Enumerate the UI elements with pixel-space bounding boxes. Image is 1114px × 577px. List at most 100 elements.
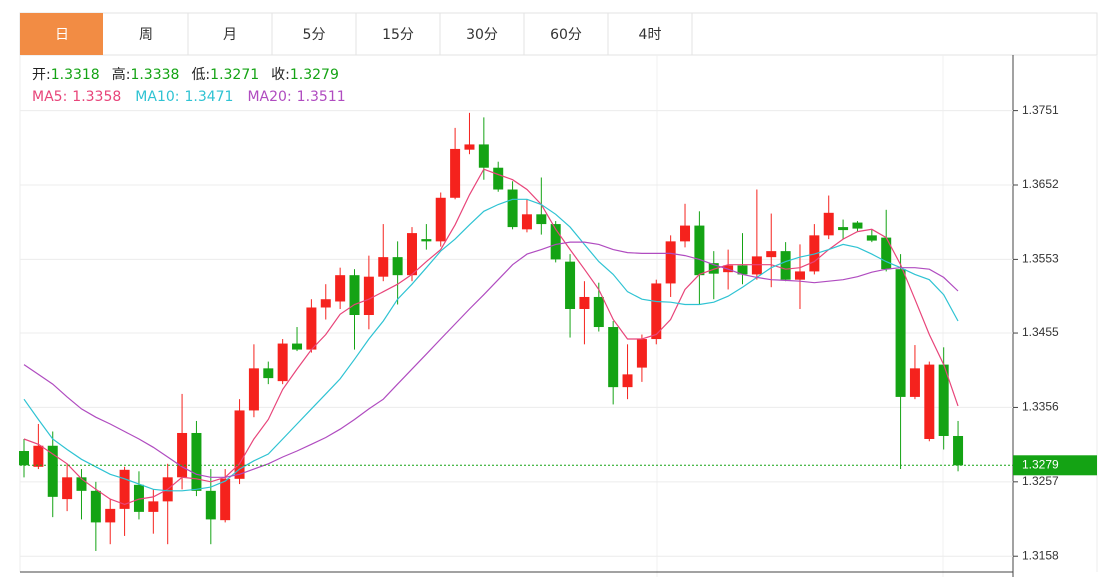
candle-body	[766, 251, 777, 258]
ma-line	[23, 241, 959, 478]
candle-body	[450, 148, 461, 198]
candle-body	[277, 343, 288, 382]
candle-body	[507, 189, 518, 228]
candle-body	[292, 343, 303, 350]
info-value: 1.3271	[210, 67, 259, 83]
tab[interactable]: 60分	[550, 13, 609, 55]
y-tick-label: 1.3356	[1022, 400, 1059, 414]
candle-body	[895, 269, 906, 397]
y-tick-label: 1.3652	[1022, 177, 1059, 191]
candle-body	[148, 501, 159, 512]
tab-label: 月	[223, 27, 237, 43]
candle-body	[866, 235, 877, 241]
ma-line	[23, 198, 959, 492]
candle-body	[953, 435, 964, 466]
legend-value: 1.3511	[297, 89, 346, 105]
candle-body	[205, 490, 216, 520]
candle-body	[794, 271, 805, 280]
tab[interactable]: 30分	[466, 13, 525, 55]
candle-body	[665, 241, 676, 284]
candle-body	[823, 212, 834, 236]
tab[interactable]: 4时	[639, 13, 693, 55]
tab-bar	[19, 12, 1098, 56]
price-label: 1.3279	[1022, 457, 1059, 471]
tab-label: 15分	[382, 27, 414, 43]
tab-label: 周	[139, 27, 153, 43]
tab-label: 60分	[550, 27, 582, 43]
tab[interactable]: 15分	[382, 13, 441, 55]
legend-name: MA20:	[247, 89, 291, 105]
candle-body	[191, 432, 202, 491]
candle-body	[378, 257, 389, 277]
candle-body	[565, 261, 576, 309]
candle-body	[220, 478, 231, 521]
candle-body	[320, 299, 331, 308]
info-value: 1.3338	[130, 67, 179, 83]
candle-body	[521, 214, 532, 230]
legend-value: 1.3358	[72, 89, 121, 105]
candle-body	[608, 327, 619, 388]
info-value: 1.3279	[290, 67, 339, 83]
candle-body	[234, 410, 245, 479]
candle-body	[406, 233, 417, 276]
candle-body	[909, 368, 920, 397]
candle-body	[335, 275, 346, 302]
candle-body	[680, 225, 691, 242]
candle-body	[19, 451, 29, 466]
legend-name: MA10:	[135, 89, 179, 105]
candle-body	[593, 296, 604, 328]
candle-body	[708, 263, 719, 274]
candle-body	[119, 469, 130, 509]
candle-body	[881, 237, 892, 270]
candle-body	[737, 265, 748, 275]
candle-body	[90, 490, 101, 523]
legend-name: MA5:	[32, 89, 67, 105]
candle-body	[435, 197, 446, 242]
y-tick-label: 1.3455	[1022, 325, 1059, 339]
candle-body	[133, 484, 144, 512]
tab[interactable]: 周	[139, 13, 189, 55]
candle-body	[105, 508, 116, 523]
candle-body	[809, 235, 820, 272]
candle-body	[751, 256, 762, 275]
candle-body	[363, 276, 374, 316]
tab-label: 4时	[639, 27, 662, 43]
price-label-bg	[1013, 455, 1097, 476]
y-tick-label: 1.3257	[1022, 474, 1059, 488]
candle-body	[177, 432, 188, 478]
candle-body	[392, 257, 403, 276]
candle-body	[579, 296, 590, 309]
candle-body	[478, 144, 489, 168]
candle-body	[636, 339, 647, 368]
candle-body	[248, 368, 259, 411]
legend-value: 1.3471	[184, 89, 233, 105]
candle-body	[838, 227, 849, 231]
ma-line	[23, 168, 959, 506]
candle-body	[62, 477, 73, 500]
y-tick-label: 1.3158	[1022, 548, 1059, 562]
candle-body	[263, 368, 274, 379]
candle-body	[349, 275, 360, 316]
candle-body	[780, 251, 791, 280]
candle-body	[622, 374, 633, 388]
ma-legend: MA5: 1.3358 MA10: 1.3471 MA20: 1.3511	[32, 89, 346, 105]
info-label: 收:	[271, 67, 290, 83]
tab[interactable]: 月	[223, 13, 273, 55]
candle-body	[852, 222, 863, 229]
tab-label: 日	[55, 27, 69, 43]
info-value: 1.3318	[51, 67, 100, 83]
candle-body	[33, 445, 44, 467]
candle-body	[421, 239, 432, 242]
candle-body	[938, 364, 949, 436]
info-label: 高:	[112, 66, 131, 83]
ohlc-info: 开:1.3318 高:1.3338 低:1.3271 收:1.3279	[32, 66, 339, 83]
tab[interactable]: 日	[20, 13, 103, 55]
candle-body	[76, 477, 87, 491]
candle-body	[550, 224, 561, 260]
candle-body	[306, 307, 317, 350]
candle-body	[493, 167, 504, 190]
tab-active-bg	[20, 13, 103, 55]
tab[interactable]: 5分	[303, 13, 357, 55]
